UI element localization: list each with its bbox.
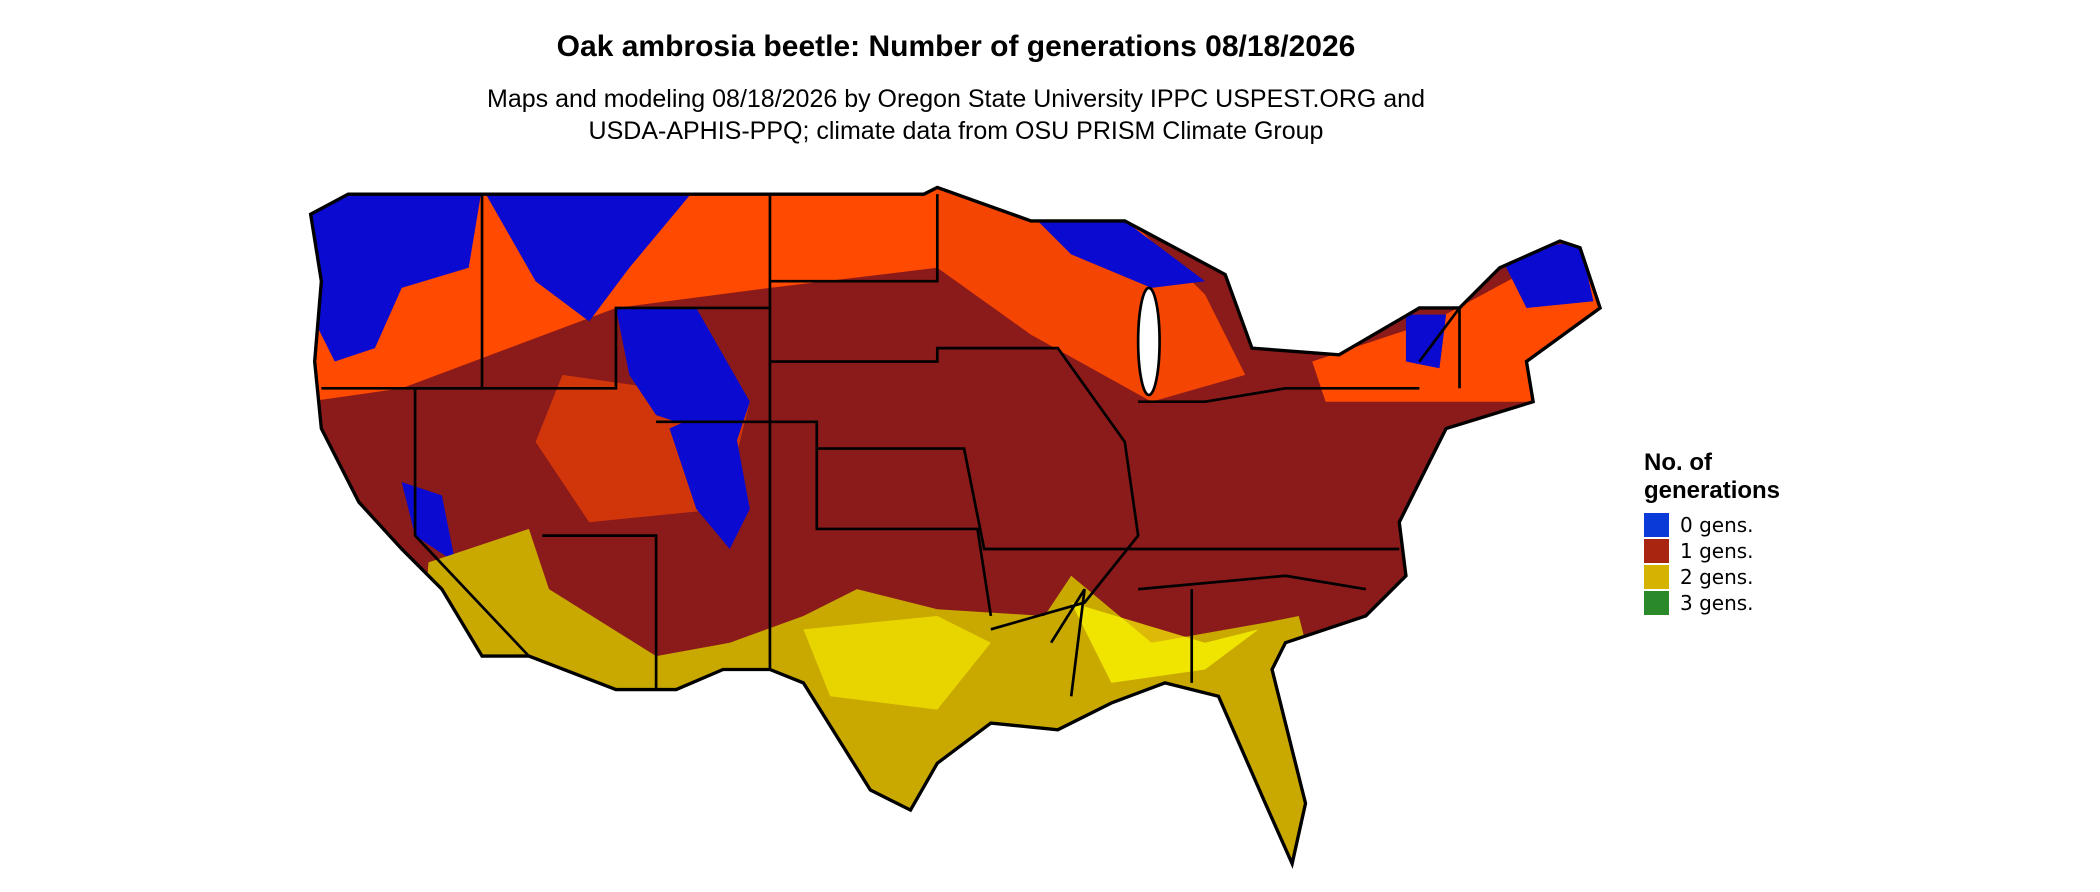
us-map xyxy=(308,185,1603,869)
legend-label: 1 gens. xyxy=(1680,539,1754,563)
legend-title: generations xyxy=(1644,477,1780,504)
legend-title: No. of xyxy=(1644,449,1713,476)
legend: 0 gens.1 gens.2 gens.3 gens. xyxy=(1644,513,1754,615)
subtitle-line: Maps and modeling 08/18/2026 by Oregon S… xyxy=(487,85,1425,113)
legend-swatch xyxy=(1644,565,1669,589)
legend-swatch xyxy=(1644,591,1669,615)
legend-swatch xyxy=(1644,513,1669,537)
legend-label: 3 gens. xyxy=(1680,591,1754,615)
legend-label: 2 gens. xyxy=(1680,565,1754,589)
map-title: Oak ambrosia beetle: Number of generatio… xyxy=(557,30,1356,63)
legend-swatch xyxy=(1644,539,1669,563)
legend-label: 0 gens. xyxy=(1680,513,1754,537)
subtitle-line: USDA-APHIS-PPQ; climate data from OSU PR… xyxy=(589,117,1324,145)
